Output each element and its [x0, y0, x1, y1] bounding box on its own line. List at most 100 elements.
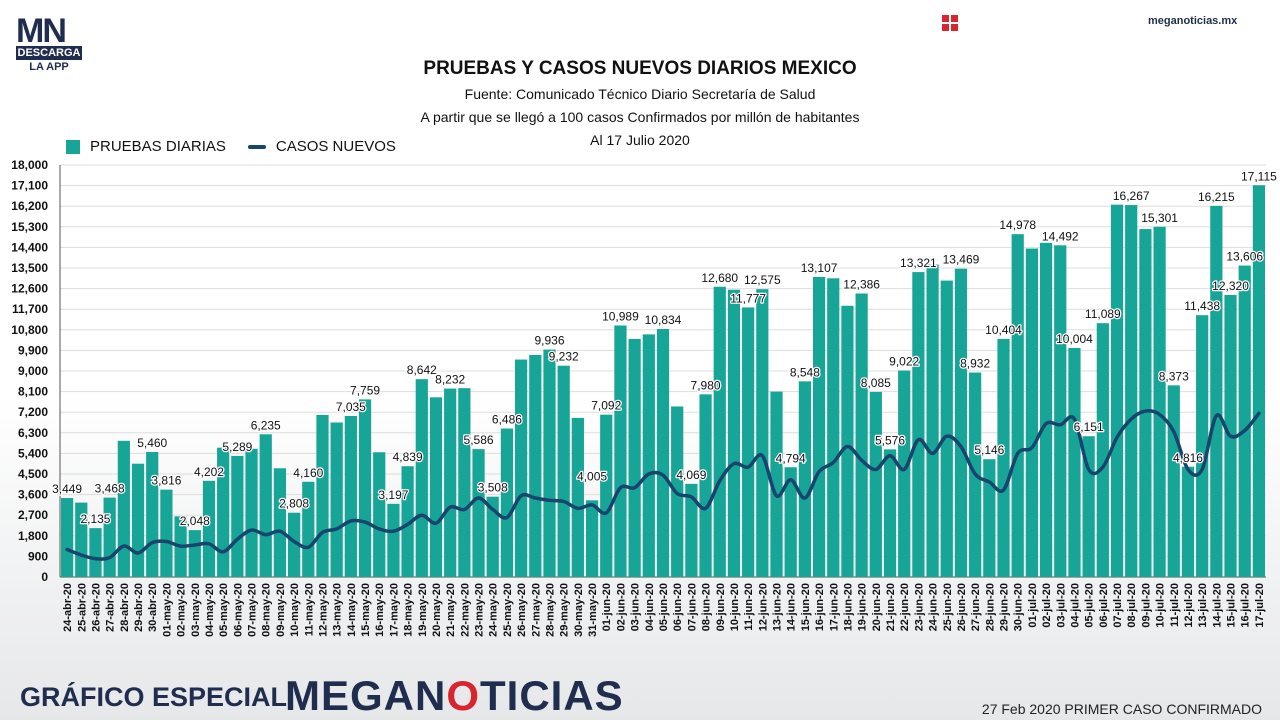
x-tick-label: 14-jun-20: [786, 583, 798, 631]
bar: [231, 455, 244, 577]
data-label: 13,107: [801, 261, 838, 275]
data-label: 6,151: [1074, 420, 1104, 434]
x-tick-label: 28-may-20: [544, 583, 556, 637]
data-label: 12,386: [843, 277, 880, 291]
y-tick-label: 9,000: [18, 364, 48, 378]
x-tick-label: 19-may-20: [417, 583, 429, 637]
data-label: 3,449: [52, 482, 82, 496]
bar: [1125, 205, 1138, 578]
y-tick-label: 15,300: [11, 220, 48, 234]
data-label: 5,576: [875, 433, 905, 447]
data-label: 8,642: [407, 363, 437, 377]
x-tick-label: 20-may-20: [431, 583, 443, 637]
x-tick-label: 26-abr-20: [90, 583, 102, 632]
data-label: 8,373: [1159, 369, 1189, 383]
data-label: 4,794: [776, 451, 806, 465]
x-tick-label: 05-jun-20: [658, 583, 670, 631]
x-tick-label: 17-jun-20: [828, 583, 840, 631]
bar: [89, 528, 102, 577]
x-tick-label: 14-jul-20: [1211, 583, 1223, 628]
chart-subtitle-criteria: A partir que se llegó a 100 casos Confir…: [420, 109, 860, 125]
data-label: 7,035: [336, 400, 366, 414]
bar: [855, 293, 868, 577]
bar: [273, 468, 287, 577]
bar: [912, 272, 925, 577]
y-tick-label: 9,900: [18, 343, 48, 357]
data-label: 7,759: [350, 383, 380, 397]
y-tick-label: 3,600: [18, 488, 48, 502]
site-link[interactable]: meganoticias.mx: [1148, 15, 1238, 27]
x-tick-label: 08-may-20: [261, 583, 273, 637]
x-tick-label: 12-may-20: [317, 583, 329, 637]
bar: [997, 338, 1010, 577]
bar: [926, 264, 939, 577]
data-label: 8,932: [960, 357, 990, 371]
x-tick-label: 12-jul-20: [1183, 583, 1195, 628]
bar: [1096, 323, 1109, 577]
data-label: 3,816: [151, 474, 181, 488]
data-label: 9,232: [549, 350, 579, 364]
y-tick-label: 12,600: [11, 282, 48, 296]
bar: [628, 338, 641, 577]
footer-first-case-note: 27 Feb 2020 PRIMER CASO CONFIRMADO: [981, 701, 1262, 717]
x-tick-label: 30-abr-20: [147, 583, 159, 632]
x-tick-label: 11-may-20: [303, 583, 315, 636]
chart-subtitle-source: Fuente: Comunicado Técnico Diario Secret…: [464, 86, 816, 102]
bar: [571, 417, 584, 577]
data-label: 17,115: [1241, 169, 1277, 183]
bar: [642, 334, 655, 577]
x-tick-label: 09-may-20: [275, 583, 287, 637]
x-tick-label: 14-may-20: [346, 583, 358, 637]
bar: [444, 388, 457, 577]
chart-title: PRUEBAS Y CASOS NUEVOS DIARIOS MEXICO: [423, 58, 857, 79]
x-tick-label: 06-may-20: [232, 583, 244, 637]
bar: [827, 278, 840, 577]
bar: [784, 467, 797, 577]
bar: [358, 399, 372, 577]
x-tick-label: 15-jun-20: [800, 583, 812, 631]
x-tick-label: 03-jun-20: [630, 583, 642, 631]
x-tick-label: 03-jul-20: [1055, 583, 1067, 628]
bar: [954, 268, 968, 577]
data-label: 4,160: [293, 466, 323, 480]
bar: [983, 459, 996, 577]
x-tick-label: 10-may-20: [289, 583, 301, 637]
data-label: 4,005: [577, 469, 607, 483]
x-tick-label: 12-jun-20: [757, 583, 769, 631]
bar: [883, 449, 897, 577]
bar: [245, 448, 258, 577]
x-tick-label: 26-may-20: [516, 583, 528, 637]
bar: [458, 388, 471, 577]
data-label: 12,320: [1212, 279, 1249, 293]
y-tick-label: 11,700: [12, 302, 48, 316]
x-tick-label: 24-abr-20: [62, 583, 74, 632]
y-tick-label: 900: [28, 549, 48, 563]
x-tick-label: 01-may-20: [161, 583, 173, 637]
data-label: 9,022: [889, 354, 919, 368]
x-tick-label: 21-may-20: [445, 583, 457, 637]
data-label: 13,469: [943, 253, 980, 267]
bar: [1011, 234, 1024, 577]
x-tick-label: 24-may-20: [488, 583, 500, 637]
bar: [1110, 204, 1124, 577]
x-tick-label: 23-jun-20: [913, 583, 925, 631]
legend-label-casos: CASOS NUEVOS: [275, 138, 396, 155]
bar: [614, 325, 627, 577]
data-label: 11,089: [1085, 307, 1121, 321]
bar: [1039, 242, 1053, 578]
data-label: 4,816: [1173, 451, 1203, 465]
bar: [699, 394, 712, 577]
bar: [75, 502, 88, 577]
x-tick-label: 30-may-20: [573, 583, 585, 637]
x-tick-label: 13-jun-20: [772, 583, 784, 631]
x-tick-label: 26-jun-20: [956, 583, 968, 631]
y-tick-label: 2,700: [18, 508, 48, 522]
x-tick-label: 15-jul-20: [1226, 583, 1238, 628]
logo-download-label: DESCARGA: [16, 46, 82, 60]
bar: [1054, 245, 1067, 577]
x-tick-label: 02-jun-20: [615, 583, 627, 631]
bar: [1139, 229, 1152, 578]
data-label: 9,936: [534, 334, 564, 348]
data-label: 5,289: [222, 440, 252, 454]
app-logo[interactable]: MN DESCARGA LA APP: [16, 14, 82, 74]
